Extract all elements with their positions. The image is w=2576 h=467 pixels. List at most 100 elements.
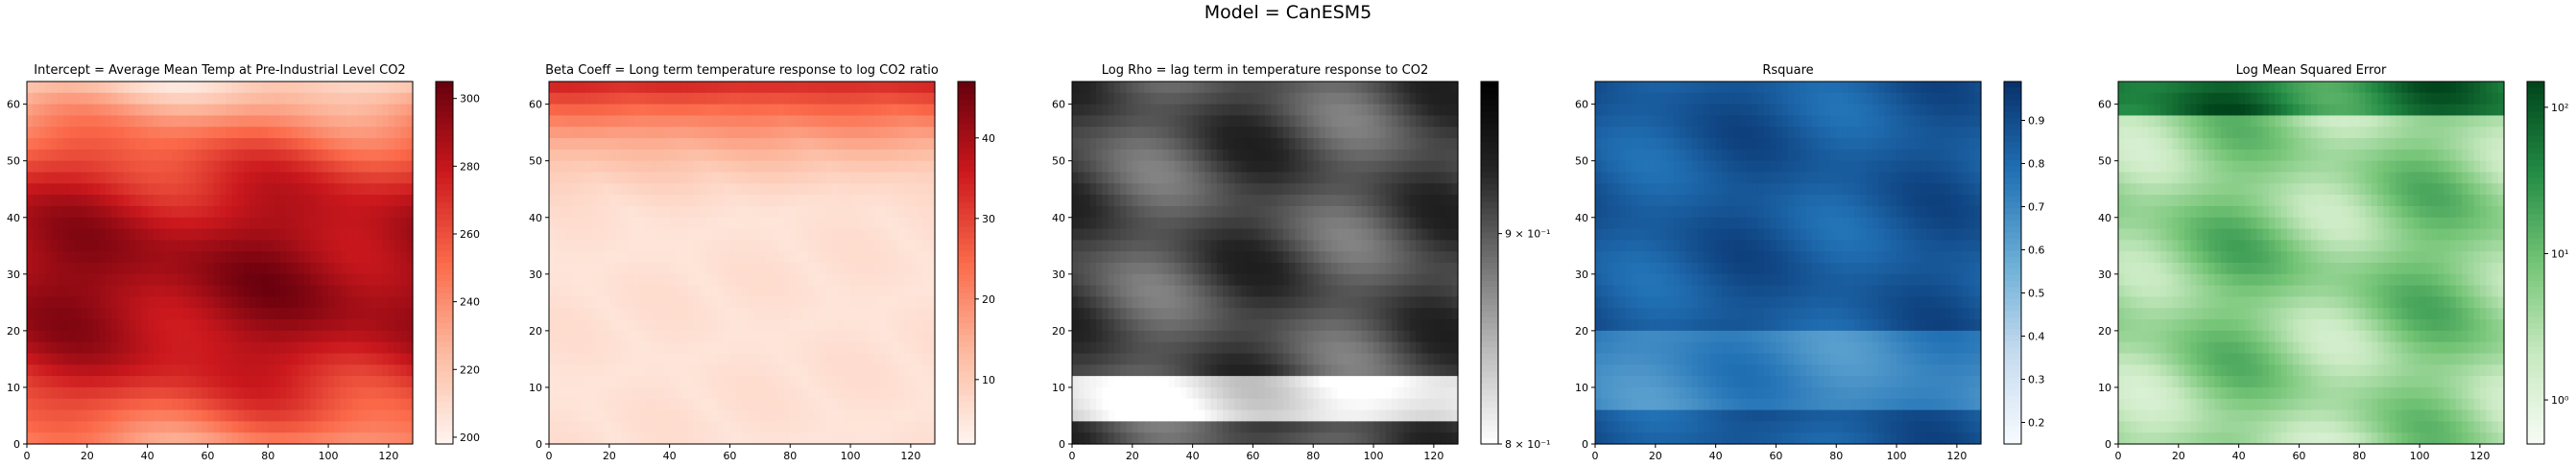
colorbar-tick-label: 10⁰	[2551, 394, 2569, 407]
y-tick-label: 50	[1575, 155, 1588, 168]
x-tick-label: 60	[2292, 450, 2305, 462]
y-tick-label: 50	[1052, 155, 1065, 168]
y-tick-label: 20	[2098, 325, 2111, 338]
x-tick-label: 100	[2410, 450, 2430, 462]
colorbar-tick-label: 0.6	[2028, 245, 2045, 257]
axes-frame	[548, 81, 936, 445]
colorbar: 200 220 240 260 280 300	[435, 81, 480, 445]
chart-title: Beta Coeff = Long term temperature respo…	[545, 63, 939, 78]
y-tick-label: 60	[529, 99, 542, 111]
colorbar-frame	[2526, 81, 2545, 445]
y-tick-label: 40	[1575, 212, 1588, 224]
x-tick-label: 0	[1069, 450, 1076, 462]
axes-frame	[26, 81, 414, 445]
colorbar-tick-label: 0.8	[2028, 158, 2045, 171]
heatmap-field	[1072, 82, 1459, 445]
colorbar-tick-label: 300	[460, 93, 480, 105]
axes-frame	[2117, 81, 2505, 445]
y-tick-label: 10	[529, 382, 542, 394]
panel-5: Log Mean Squared Error 0 20 40 60 80 100 120 0 10…	[2098, 63, 2569, 462]
y-tick-label: 0	[2105, 438, 2111, 451]
x-tick-label: 40	[1709, 450, 1723, 462]
y-tick-label: 60	[1575, 99, 1588, 111]
colorbar-tick-label: 0.7	[2028, 201, 2045, 214]
x-tick-label: 60	[201, 450, 214, 462]
x-tick-label: 120	[1423, 450, 1443, 462]
y-tick-label: 20	[1575, 325, 1588, 338]
x-tick-label: 60	[1246, 450, 1259, 462]
y-tick-label: 0	[1582, 438, 1588, 451]
panel-3: Log Rho = lag term in temperature respon…	[1052, 63, 1550, 462]
x-tick-label: 120	[900, 450, 920, 462]
colorbar-tick-label: 220	[460, 363, 480, 376]
x-tick-label: 20	[1126, 450, 1139, 462]
x-tick-label: 120	[1946, 450, 1967, 462]
colorbar: 9 × 10⁻¹ 8 × 10⁻¹	[1480, 81, 1550, 451]
y-tick-label: 60	[2098, 99, 2111, 111]
colorbar-tick-label: 10²	[2551, 102, 2568, 114]
y-tick-label: 30	[7, 269, 20, 281]
axes-frame	[1071, 81, 1459, 445]
y-tick-label: 40	[2098, 212, 2111, 224]
x-tick-label: 80	[1306, 450, 1320, 462]
y-tick-label: 40	[1052, 212, 1065, 224]
y-tick-label: 10	[1052, 382, 1065, 394]
y-tick-label: 50	[7, 155, 20, 168]
colorbar: 10 20 30 40	[957, 81, 995, 445]
colorbar-tick-label: 8 × 10⁻¹	[1505, 438, 1550, 451]
colorbar-tick-label: 0.5	[2028, 288, 2045, 300]
colorbar-tick-label: 260	[460, 228, 480, 241]
y-tick-label: 30	[1575, 269, 1588, 281]
panel-1: Intercept = Average Mean Temp at Pre-Ind…	[7, 63, 480, 462]
x-tick-label: 20	[1649, 450, 1662, 462]
x-tick-label: 0	[1592, 450, 1599, 462]
x-tick-label: 100	[1364, 450, 1384, 462]
colorbar-frame	[1480, 81, 1499, 445]
colorbar-tick-label: 10¹	[2551, 247, 2568, 260]
colorbar-tick-label: 0.2	[2028, 417, 2045, 430]
y-tick-label: 0	[536, 438, 542, 451]
x-tick-label: 80	[261, 450, 274, 462]
y-tick-label: 60	[7, 99, 20, 111]
x-tick-label: 60	[1769, 450, 1782, 462]
y-tick-label: 10	[2098, 382, 2111, 394]
x-tick-label: 100	[1887, 450, 1907, 462]
x-tick-label: 120	[2469, 450, 2490, 462]
colorbar: 0.2 0.3 0.4 0.5 0.6 0.7 0.8 0.9	[2003, 81, 2045, 445]
x-tick-label: 0	[2115, 450, 2122, 462]
x-tick-label: 100	[841, 450, 861, 462]
y-tick-label: 20	[1052, 325, 1065, 338]
colorbar-frame	[2003, 81, 2022, 445]
colorbar-tick-label: 0.9	[2028, 115, 2045, 128]
x-tick-label: 80	[2352, 450, 2366, 462]
heatmap-field	[27, 82, 414, 445]
x-tick-label: 20	[603, 450, 616, 462]
colorbar-tick-label: 10	[982, 374, 995, 386]
y-tick-label: 0	[1059, 438, 1065, 451]
y-tick-label: 20	[529, 325, 542, 338]
chart-title: Rsquare	[1762, 63, 1813, 78]
y-tick-label: 60	[1052, 99, 1065, 111]
y-tick-label: 30	[2098, 269, 2111, 281]
colorbar-tick-label: 40	[982, 132, 995, 145]
x-tick-label: 20	[2172, 450, 2185, 462]
colorbar-tick-label: 0.4	[2028, 331, 2045, 343]
y-tick-label: 10	[1575, 382, 1588, 394]
chart-title: Log Rho = lag term in temperature respon…	[1102, 63, 1428, 78]
panel-2: Beta Coeff = Long term temperature respo…	[529, 63, 995, 462]
x-tick-label: 60	[723, 450, 736, 462]
x-tick-label: 40	[663, 450, 677, 462]
heatmap-field	[1595, 82, 1982, 445]
colorbar-tick-label: 280	[460, 160, 480, 173]
colorbar-tick-label: 240	[460, 296, 480, 309]
colorbar-tick-label: 9 × 10⁻¹	[1505, 228, 1550, 241]
x-tick-label: 100	[319, 450, 339, 462]
chart-title: Intercept = Average Mean Temp at Pre-Ind…	[34, 63, 405, 78]
y-tick-label: 50	[529, 155, 542, 168]
x-tick-label: 0	[24, 450, 31, 462]
x-tick-label: 40	[141, 450, 155, 462]
x-tick-label: 40	[1186, 450, 1200, 462]
y-tick-label: 10	[7, 382, 20, 394]
axes-frame	[1594, 81, 1982, 445]
